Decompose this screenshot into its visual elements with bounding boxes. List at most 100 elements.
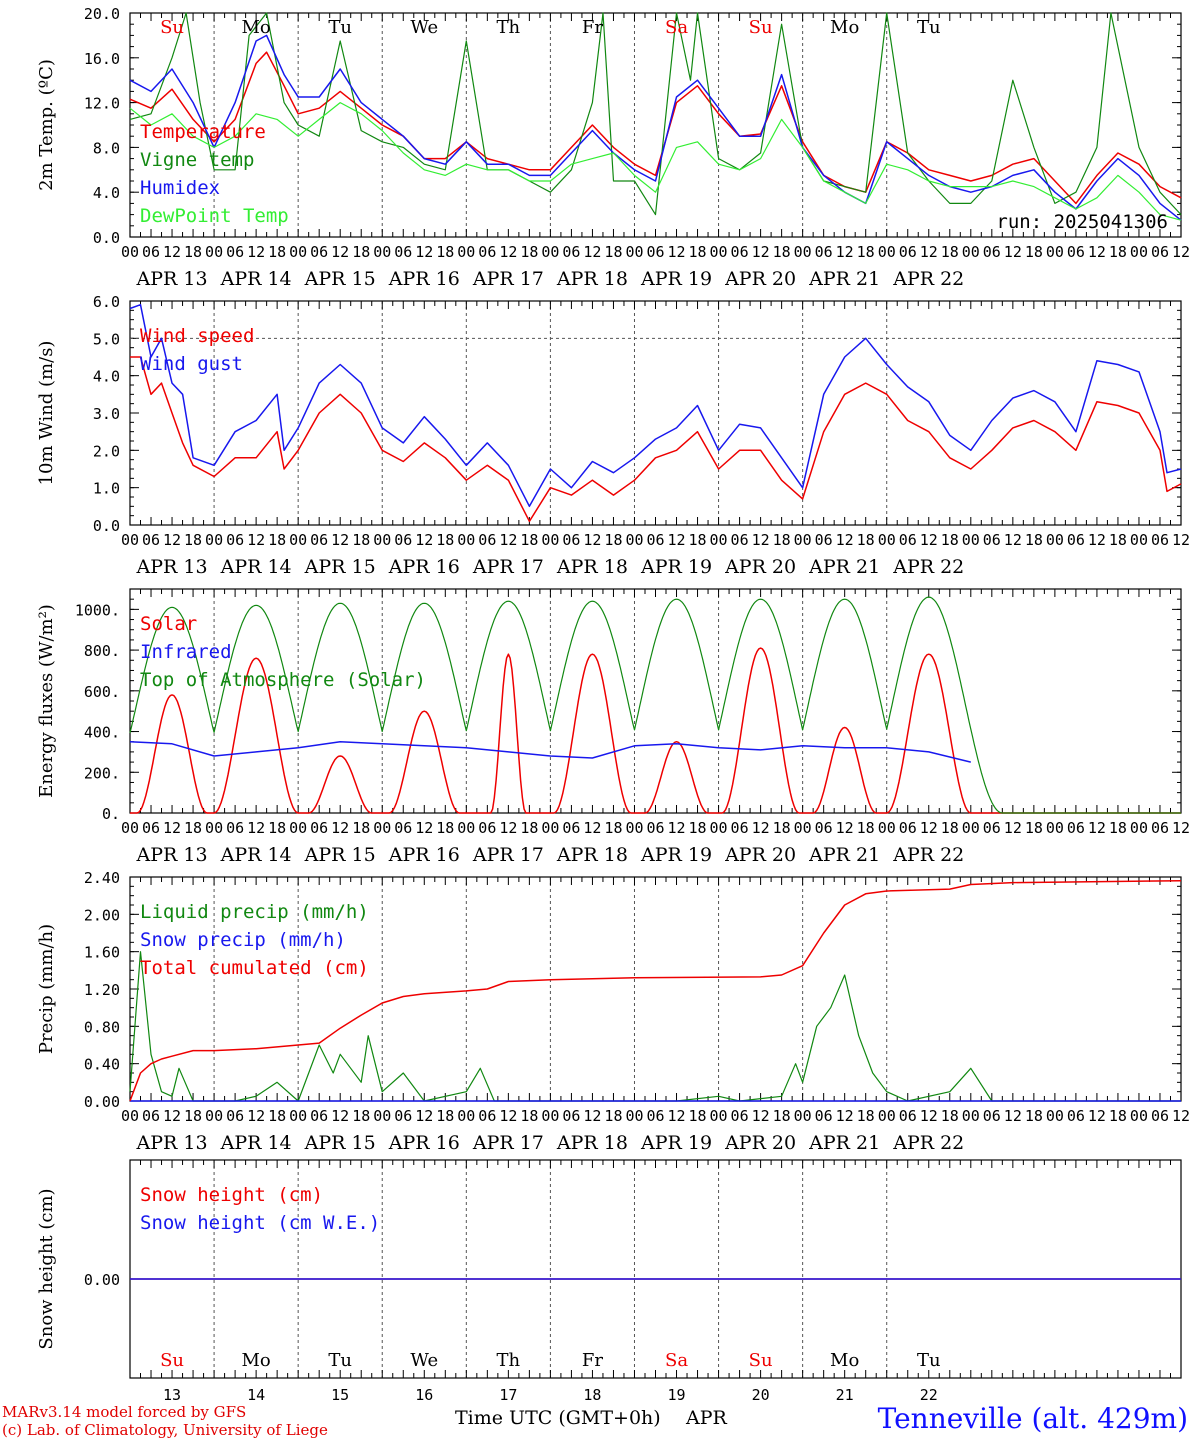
- x-hour-label: 06: [731, 1107, 749, 1125]
- run-label: run: 2025041306: [996, 211, 1168, 233]
- x-hour-label: 06: [983, 243, 1001, 261]
- x-hour-label: 00: [289, 819, 307, 837]
- x-hour-label: 18: [184, 819, 202, 837]
- series-line-vigne-temp: [129, 12, 1182, 216]
- x-date-label: APR 15: [304, 268, 376, 290]
- x-hour-label: 18: [941, 243, 959, 261]
- x-hour-label: 12: [920, 531, 938, 549]
- x-hour-label: 12: [499, 1107, 517, 1125]
- x-hour-label: 18: [520, 243, 538, 261]
- x-date-label: APR 13: [136, 556, 208, 578]
- x-hour-label: 18: [1109, 1107, 1127, 1125]
- x-hour-label: 06: [1151, 531, 1169, 549]
- y-tick-label: 4.0: [93, 368, 120, 386]
- day-number-label: 21: [836, 1386, 854, 1404]
- x-hour-label: 00: [625, 531, 643, 549]
- x-date-label: APR 19: [640, 268, 712, 290]
- x-hour-label: 18: [352, 531, 370, 549]
- x-date-label: APR 14: [220, 556, 292, 578]
- y-tick-label: 0.00: [84, 1271, 120, 1289]
- x-date-label: APR 22: [892, 844, 964, 866]
- x-hour-label: 00: [289, 531, 307, 549]
- x-hour-label: 00: [373, 819, 391, 837]
- x-hour-label: 00: [794, 1107, 812, 1125]
- x-hour-label: 18: [184, 531, 202, 549]
- x-date-label: APR 15: [304, 556, 376, 578]
- x-hour-label: 00: [625, 819, 643, 837]
- x-date-label: APR 14: [220, 268, 292, 290]
- x-hour-label: 06: [478, 1107, 496, 1125]
- x-hour-label: 06: [815, 243, 833, 261]
- x-hour-label: 18: [520, 1107, 538, 1125]
- x-hour-label: 18: [1025, 243, 1043, 261]
- y-tick-label: 1.0: [93, 480, 120, 498]
- x-hour-label: 12: [1172, 243, 1190, 261]
- x-hour-label: 06: [731, 531, 749, 549]
- x-hour-label: 06: [646, 243, 664, 261]
- x-hour-label: 12: [920, 1107, 938, 1125]
- x-hour-label: 12: [499, 531, 517, 549]
- y-tick-label: 5.0: [93, 330, 120, 348]
- day-name-label: Th: [497, 17, 521, 38]
- x-hour-label: 12: [836, 819, 854, 837]
- x-hour-label: 06: [1067, 819, 1085, 837]
- x-hour-label: 18: [1109, 531, 1127, 549]
- x-hour-label: 18: [352, 819, 370, 837]
- x-date-label: APR 17: [472, 844, 544, 866]
- x-hour-label: 06: [478, 531, 496, 549]
- day-name-label: Th: [497, 1350, 521, 1371]
- x-hour-label: 06: [142, 531, 160, 549]
- day-name-label: Tu: [328, 1350, 352, 1371]
- legend-entry: Temperature: [140, 121, 266, 143]
- x-hour-label: 12: [836, 243, 854, 261]
- day-name-label: We: [410, 1350, 438, 1371]
- y-tick-label: 2.40: [84, 869, 120, 887]
- y-tick-label: 2.00: [84, 906, 120, 924]
- day-number-label: 14: [247, 1386, 265, 1404]
- x-date-label: APR 16: [388, 1132, 460, 1154]
- x-date-label: APR 16: [388, 268, 460, 290]
- x-hour-label: 06: [815, 531, 833, 549]
- x-date-label: APR 19: [640, 844, 712, 866]
- x-hour-label: 00: [373, 531, 391, 549]
- day-name-label: Su: [749, 1350, 773, 1371]
- x-date-label: APR 17: [472, 556, 544, 578]
- panel-3: 0. 200. 400. 600. 800. 1000. Energy fluxes (W/…: [36, 588, 1190, 866]
- x-date-label: APR 16: [388, 556, 460, 578]
- panel-frame: [129, 300, 1182, 526]
- x-date-label: APR 17: [472, 268, 544, 290]
- x-hour-label: 06: [899, 531, 917, 549]
- x-hour-label: 00: [541, 819, 559, 837]
- x-hour-label: 12: [163, 819, 181, 837]
- x-hour-label: 18: [184, 1107, 202, 1125]
- day-name-label: Fr: [582, 1350, 603, 1371]
- x-hour-label: 06: [731, 243, 749, 261]
- x-hour-label: 18: [773, 531, 791, 549]
- x-hour-label: 00: [205, 531, 223, 549]
- day-name-label: Su: [749, 17, 773, 38]
- day-number-label: 16: [415, 1386, 433, 1404]
- x-hour-label: 18: [604, 1107, 622, 1125]
- legend-entry: Solar: [140, 613, 197, 635]
- x-hour-label: 00: [457, 1107, 475, 1125]
- panel-2: 0.0 1.0 2.0 3.0 4.0 5.0 6.0 10m Wind (m/s) Wind …: [36, 293, 1190, 578]
- x-hour-label: 18: [689, 819, 707, 837]
- x-hour-label: 12: [583, 1107, 601, 1125]
- x-hour-label: 18: [941, 819, 959, 837]
- series-line-infrared: [129, 740, 971, 763]
- x-hour-label: 18: [352, 1107, 370, 1125]
- x-hour-label: 12: [415, 531, 433, 549]
- x-date-label: APR 18: [556, 844, 628, 866]
- x-hour-label: 18: [268, 1107, 286, 1125]
- x-hour-label: 12: [331, 531, 349, 549]
- x-date-label: APR 20: [724, 268, 796, 290]
- day-number-label: 13: [163, 1386, 181, 1404]
- x-hour-label: 00: [794, 243, 812, 261]
- x-hour-label: 18: [1025, 531, 1043, 549]
- x-hour-label: 18: [604, 531, 622, 549]
- y-tick-label: 2.0: [93, 442, 120, 460]
- x-hour-label: 12: [1004, 243, 1022, 261]
- x-date-label: APR 22: [892, 556, 964, 578]
- x-hour-label: 00: [289, 1107, 307, 1125]
- x-hour-label: 12: [163, 1107, 181, 1125]
